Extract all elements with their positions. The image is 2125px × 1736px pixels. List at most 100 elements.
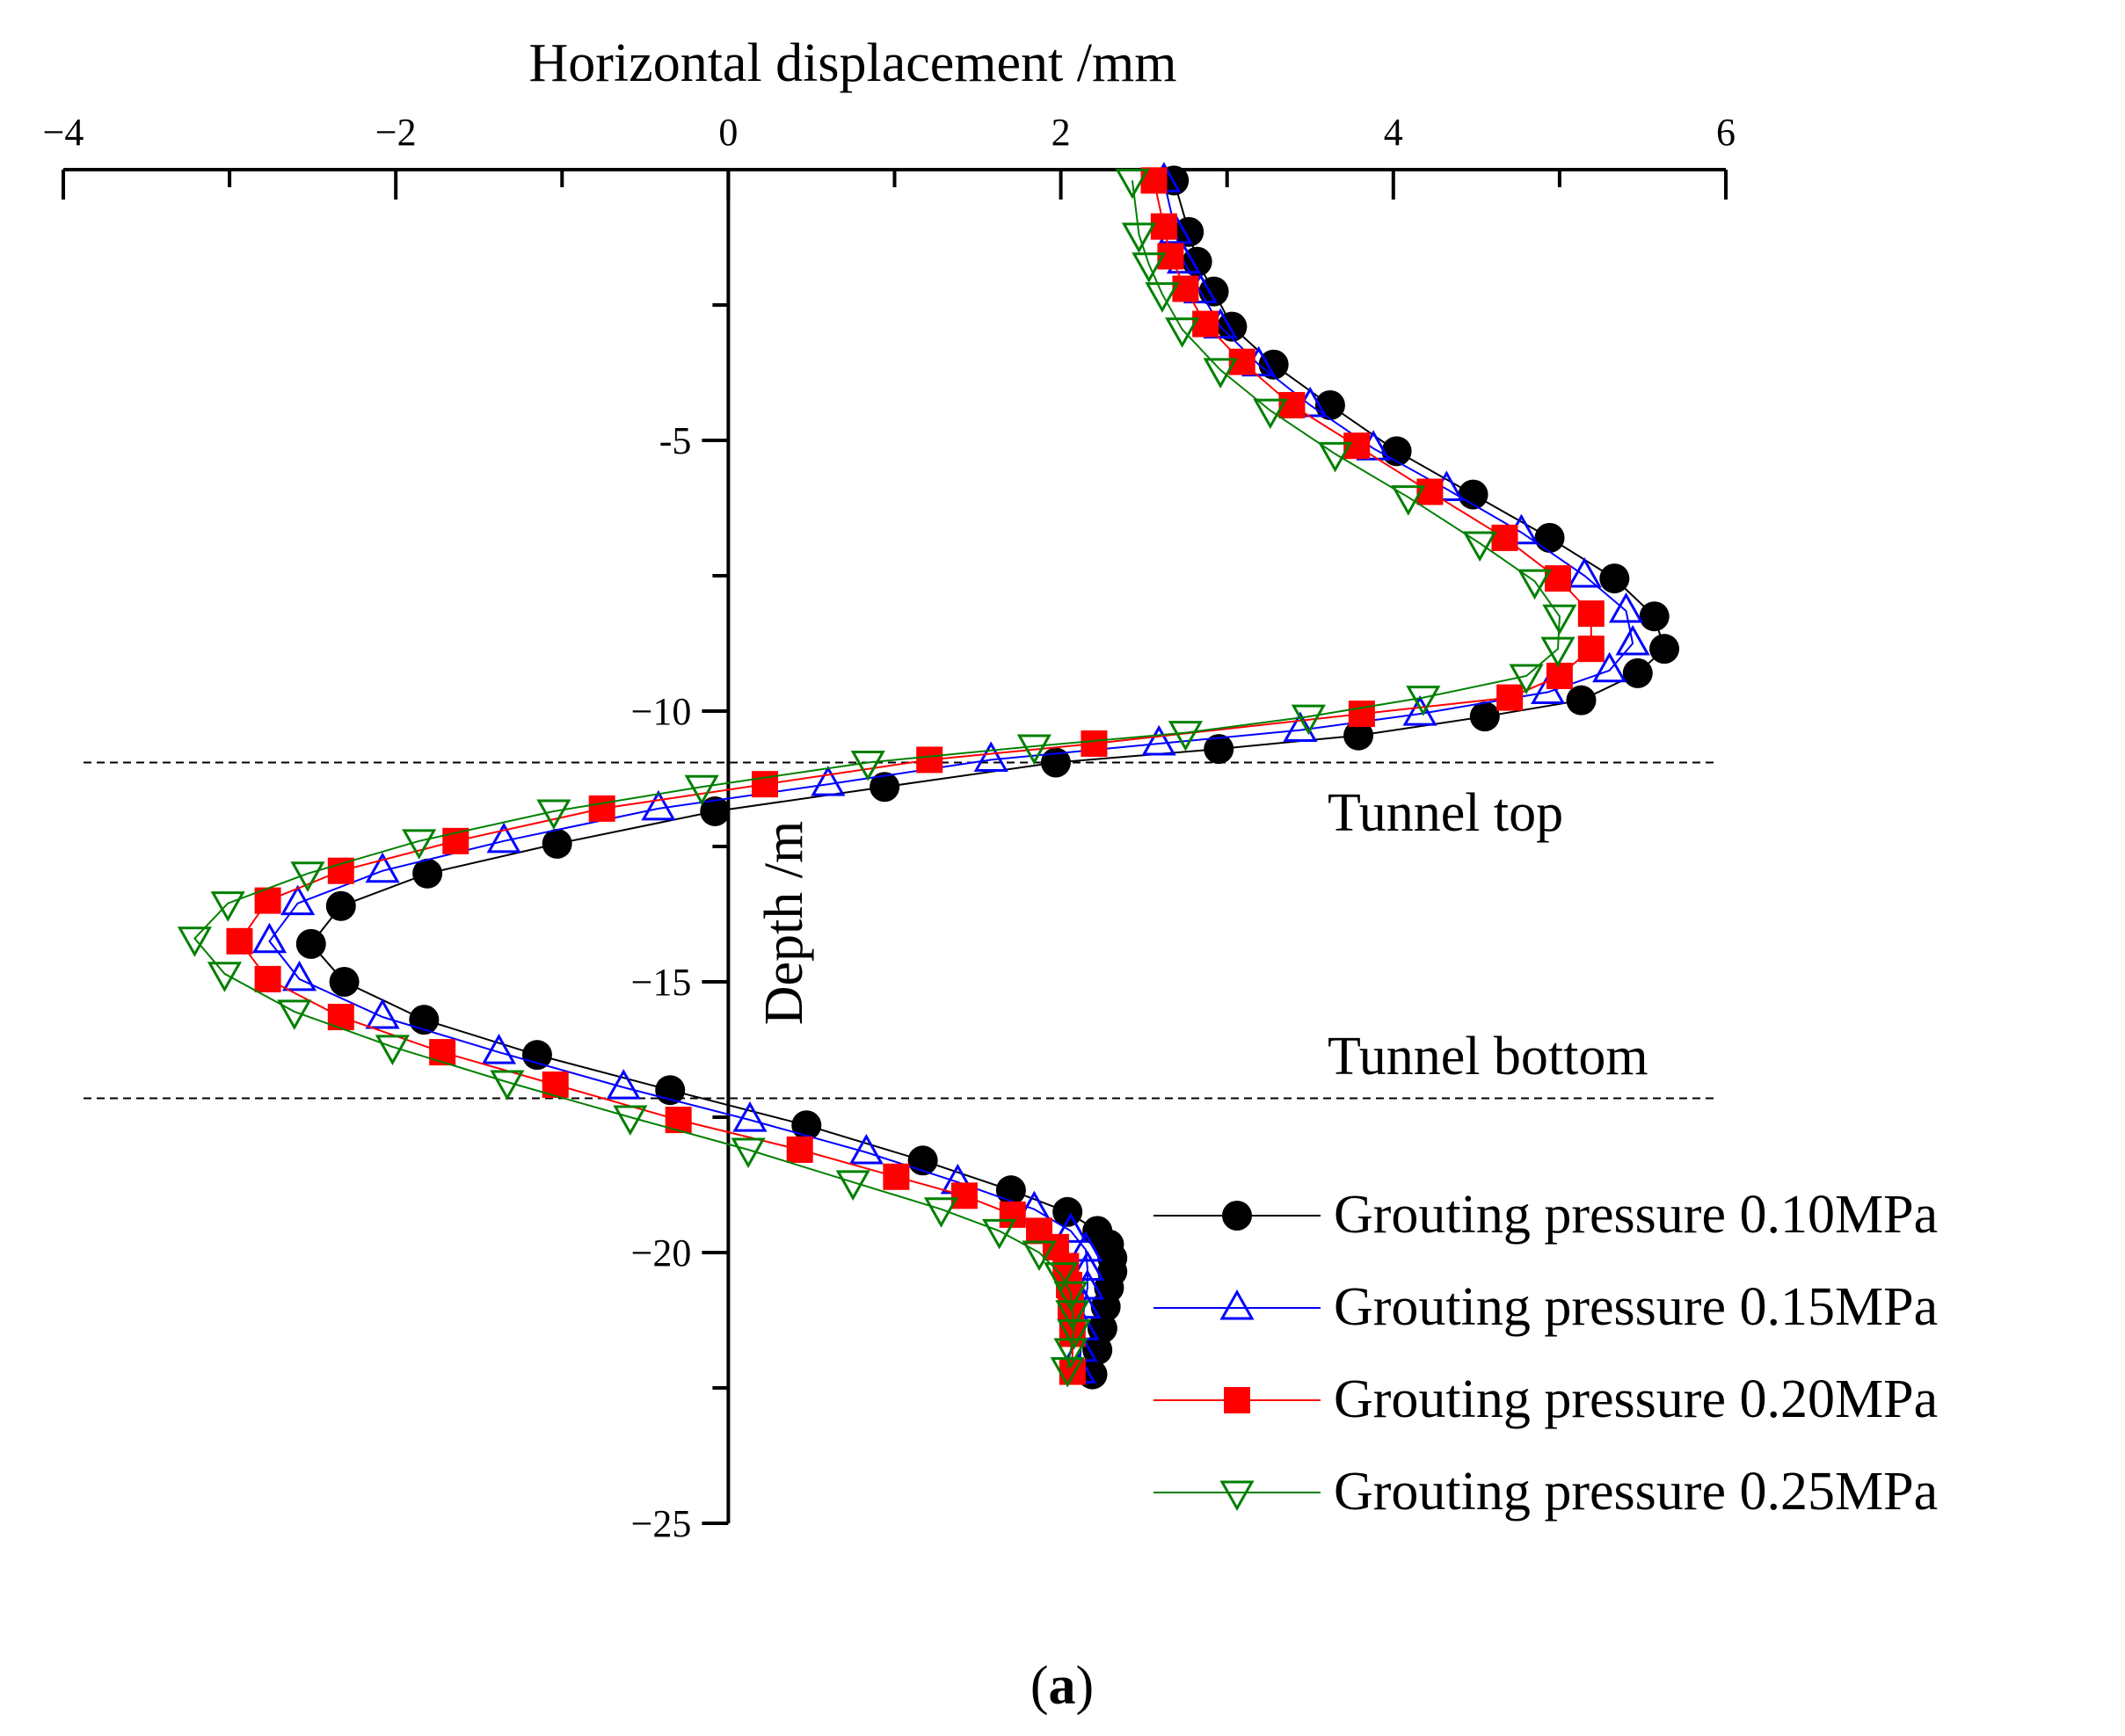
data-point xyxy=(442,827,469,854)
y-tick-label: −25 xyxy=(631,1502,692,1545)
data-point xyxy=(613,1105,648,1137)
data-point xyxy=(280,884,316,916)
data-point xyxy=(1070,1250,1105,1281)
data-point xyxy=(1132,252,1167,283)
data-point xyxy=(1165,317,1200,348)
data-point xyxy=(1406,686,1441,716)
y-tick-label: −20 xyxy=(631,1231,692,1275)
data-point xyxy=(277,999,312,1030)
data-point xyxy=(883,1163,910,1190)
x-tick-label: 0 xyxy=(718,111,738,154)
data-point xyxy=(290,861,325,892)
caption-open-paren: ( xyxy=(1030,1656,1049,1716)
data-point xyxy=(1055,1300,1090,1331)
data-point xyxy=(1204,734,1234,765)
data-point xyxy=(700,795,731,826)
data-point xyxy=(1599,563,1630,594)
data-point xyxy=(1567,556,1602,588)
caption-letter: a xyxy=(1049,1656,1076,1716)
x-tick-label: 6 xyxy=(1716,111,1736,154)
data-point xyxy=(295,928,326,959)
data-point xyxy=(923,1197,959,1228)
data-point xyxy=(1168,721,1203,752)
data-point xyxy=(1258,349,1289,380)
data-point xyxy=(521,1040,552,1071)
data-point xyxy=(1052,1196,1083,1227)
data-point xyxy=(1592,651,1627,683)
data-point xyxy=(1491,524,1518,551)
data-point xyxy=(916,746,943,774)
data-point xyxy=(1509,664,1544,695)
data-point xyxy=(1253,398,1288,430)
data-point xyxy=(402,829,437,860)
data-point xyxy=(207,962,243,992)
data-point xyxy=(665,1107,692,1134)
legend-label-0: Grouting pressure 0.10MPa xyxy=(1334,1185,1938,1245)
data-point xyxy=(982,1218,1017,1250)
data-point xyxy=(542,828,572,859)
data-point xyxy=(1566,685,1597,715)
data-point xyxy=(1022,1240,1057,1272)
data-point xyxy=(327,1004,354,1031)
legend-label-1: Grouting pressure 0.15MPa xyxy=(1334,1277,1938,1337)
data-point xyxy=(1469,701,1500,732)
data-point xyxy=(606,1069,641,1100)
data-point xyxy=(1016,734,1052,766)
data-point xyxy=(1542,604,1577,636)
data-point xyxy=(655,1075,686,1106)
data-point xyxy=(1145,282,1180,313)
data-point xyxy=(177,926,212,957)
data-point xyxy=(281,960,317,991)
data-point xyxy=(1545,565,1572,592)
data-point xyxy=(1283,711,1318,743)
legend-marker-2 xyxy=(1224,1387,1250,1413)
x-tick-label: −2 xyxy=(375,111,417,154)
legend-marker-0 xyxy=(1222,1201,1252,1231)
data-point xyxy=(811,766,846,796)
data-point xyxy=(481,1034,517,1064)
data-point xyxy=(375,1035,410,1065)
caption-close-paren: ) xyxy=(1076,1656,1095,1716)
data-point xyxy=(850,751,885,781)
x-axis-title: Horizontal displacement /mm xyxy=(529,33,1177,93)
x-tick-label: 4 xyxy=(1384,111,1403,154)
data-point xyxy=(1649,634,1680,665)
data-point xyxy=(1192,310,1219,338)
y-axis-title: Depth /m xyxy=(754,821,814,1025)
data-point xyxy=(732,1101,768,1132)
data-point xyxy=(251,922,287,954)
data-point xyxy=(1496,684,1524,711)
data-point xyxy=(973,741,1008,772)
data-point xyxy=(490,1070,525,1101)
data-point xyxy=(1150,213,1177,240)
data-point xyxy=(1082,1334,1113,1365)
data-point xyxy=(1121,222,1157,253)
figure-caption: (a) xyxy=(1030,1656,1094,1716)
data-point xyxy=(254,965,281,992)
data-point xyxy=(684,774,719,806)
y-tick-label: −15 xyxy=(631,961,692,1004)
data-point xyxy=(365,852,400,883)
series-3 xyxy=(177,168,1577,1388)
data-point xyxy=(1050,1356,1085,1388)
data-point xyxy=(1391,485,1426,516)
data-point xyxy=(1615,624,1650,656)
data-point xyxy=(210,891,245,922)
series-line-3 xyxy=(193,180,1561,1369)
x-tick-label: −4 xyxy=(43,111,84,154)
legend-label-2: Grouting pressure 0.20MPa xyxy=(1334,1369,1938,1429)
data-point xyxy=(429,1039,456,1066)
data-point xyxy=(1343,720,1374,751)
data-point xyxy=(1081,730,1108,757)
data-point xyxy=(329,967,360,997)
data-point xyxy=(588,795,615,822)
data-point xyxy=(1203,358,1238,389)
data-point xyxy=(731,1137,766,1169)
data-point xyxy=(870,772,900,803)
data-point xyxy=(1115,168,1150,200)
data-point xyxy=(848,1133,884,1165)
data-point xyxy=(1291,704,1326,736)
data-point xyxy=(1044,1262,1079,1293)
data-point xyxy=(486,822,521,853)
